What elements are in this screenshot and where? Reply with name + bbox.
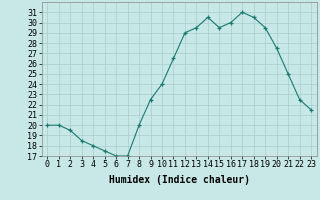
X-axis label: Humidex (Indice chaleur): Humidex (Indice chaleur) (109, 175, 250, 185)
